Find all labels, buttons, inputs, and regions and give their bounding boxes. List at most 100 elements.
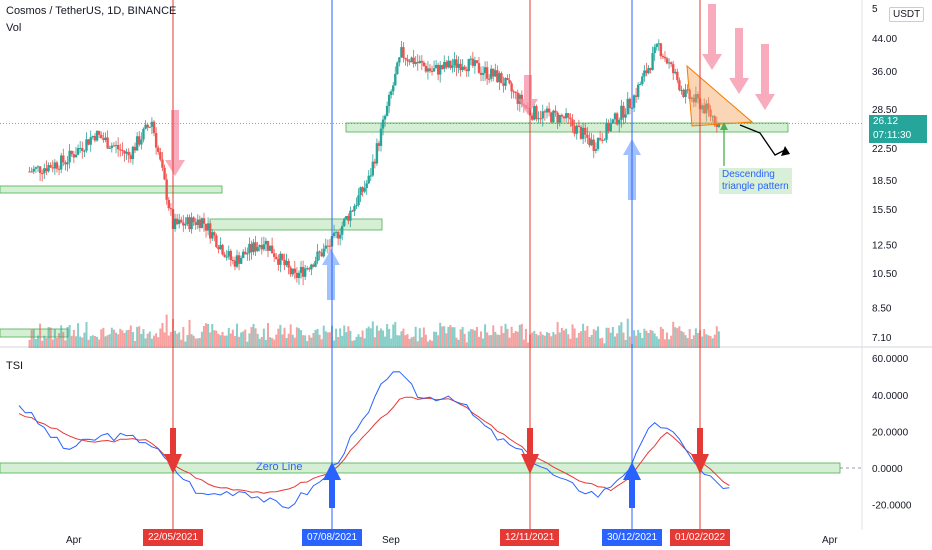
candle-body xyxy=(97,131,101,135)
volume-bar xyxy=(424,334,427,348)
last-price-box: 26.12 07:11:30 xyxy=(869,115,927,143)
volume-bar xyxy=(609,332,612,348)
event-date-label: 07/08/2021 xyxy=(302,529,363,546)
candle-body xyxy=(455,59,458,68)
candle-body xyxy=(135,136,139,151)
pink-arrow-shaft xyxy=(171,110,179,160)
candle-body xyxy=(605,122,608,140)
volume-bar xyxy=(229,333,232,348)
currency-badge[interactable]: USDT xyxy=(889,7,925,22)
volume-bar xyxy=(83,332,86,348)
candle-body xyxy=(204,223,208,231)
candle-body xyxy=(592,139,595,151)
volume-bar xyxy=(637,329,640,348)
volume-bar xyxy=(318,334,321,348)
candle-body xyxy=(715,124,719,127)
candle-body xyxy=(705,103,708,114)
candle-body xyxy=(310,264,313,270)
candle-body xyxy=(163,167,166,180)
pink-arrow-head xyxy=(755,94,775,110)
volume-bar xyxy=(227,327,230,348)
volume-bar xyxy=(539,331,542,348)
volume-bar xyxy=(611,326,614,348)
price-tick-label: 10.50 xyxy=(872,269,897,280)
volume-bar xyxy=(494,331,497,348)
candle-body xyxy=(283,259,286,266)
candle-body xyxy=(510,83,513,92)
candle-body xyxy=(609,123,612,132)
candle-body xyxy=(85,139,88,151)
candle-body xyxy=(225,256,228,258)
volume-bar xyxy=(89,336,92,348)
candle-body xyxy=(545,108,549,113)
candle-body xyxy=(387,94,391,106)
volume-bar xyxy=(198,337,201,348)
volume-bar xyxy=(690,338,693,348)
volume-bar xyxy=(104,336,107,348)
candle-body xyxy=(653,47,656,54)
tsi-tick-label: 40.0000 xyxy=(872,391,909,402)
candle-body xyxy=(248,243,251,254)
candle-body xyxy=(709,109,712,117)
candle-body xyxy=(59,155,63,170)
volume-bar xyxy=(150,338,153,348)
buy-arrow-shaft xyxy=(629,480,635,508)
volume-bar xyxy=(328,332,331,348)
candle-body xyxy=(184,223,187,226)
volume-bar xyxy=(575,337,578,348)
event-date-label: 22/05/2021 xyxy=(143,529,204,546)
support-zone xyxy=(345,122,789,133)
candle-body xyxy=(161,159,164,168)
candle-body xyxy=(483,67,487,74)
candle-body xyxy=(68,150,71,163)
buy-arrow-head xyxy=(623,462,641,480)
candle-body xyxy=(596,138,600,150)
candle-body xyxy=(262,244,266,250)
volume-bar xyxy=(445,333,448,348)
candle-body xyxy=(49,165,52,168)
candle-body xyxy=(246,253,249,255)
volume-bar xyxy=(626,318,629,348)
candle-body xyxy=(661,55,665,57)
sell-arrow-shaft xyxy=(170,428,176,456)
candle-body xyxy=(461,66,464,71)
candle-body xyxy=(414,62,417,64)
volume-bar xyxy=(74,336,77,348)
price-tick-label: 22.50 xyxy=(872,144,897,155)
volume-bar xyxy=(715,326,718,348)
volume-bar xyxy=(502,333,505,348)
volume-bar xyxy=(112,329,115,348)
candle-body xyxy=(494,70,497,77)
volume-bar xyxy=(41,340,44,348)
candle-body xyxy=(223,254,226,257)
candle-body xyxy=(250,243,253,253)
volume-bar xyxy=(668,339,671,348)
volume-bar xyxy=(453,327,456,348)
price-tick-label: 18.50 xyxy=(872,176,897,187)
volume-bar xyxy=(194,338,197,348)
volume-bar xyxy=(680,330,683,348)
volume-bar xyxy=(361,330,364,348)
volume-bar xyxy=(565,328,568,348)
candle-body xyxy=(571,119,574,127)
candle-body xyxy=(678,80,681,91)
candle-body xyxy=(381,119,385,129)
volume-bar xyxy=(524,328,527,348)
candle-body xyxy=(258,245,261,248)
candle-body xyxy=(535,106,538,119)
volume-bar xyxy=(213,330,216,348)
volume-bar xyxy=(465,342,468,348)
volume-bar xyxy=(577,332,580,348)
volume-bar xyxy=(590,334,593,348)
volume-bar xyxy=(490,335,493,348)
event-date-label: 30/12/2021 xyxy=(602,529,663,546)
volume-bar xyxy=(571,324,574,348)
price-tick-label: 44.00 xyxy=(872,34,897,45)
volume-bar xyxy=(605,327,608,348)
volume-bar xyxy=(163,332,166,348)
candle-body xyxy=(272,253,276,257)
candle-body xyxy=(601,139,604,141)
volume-bar xyxy=(153,335,156,348)
